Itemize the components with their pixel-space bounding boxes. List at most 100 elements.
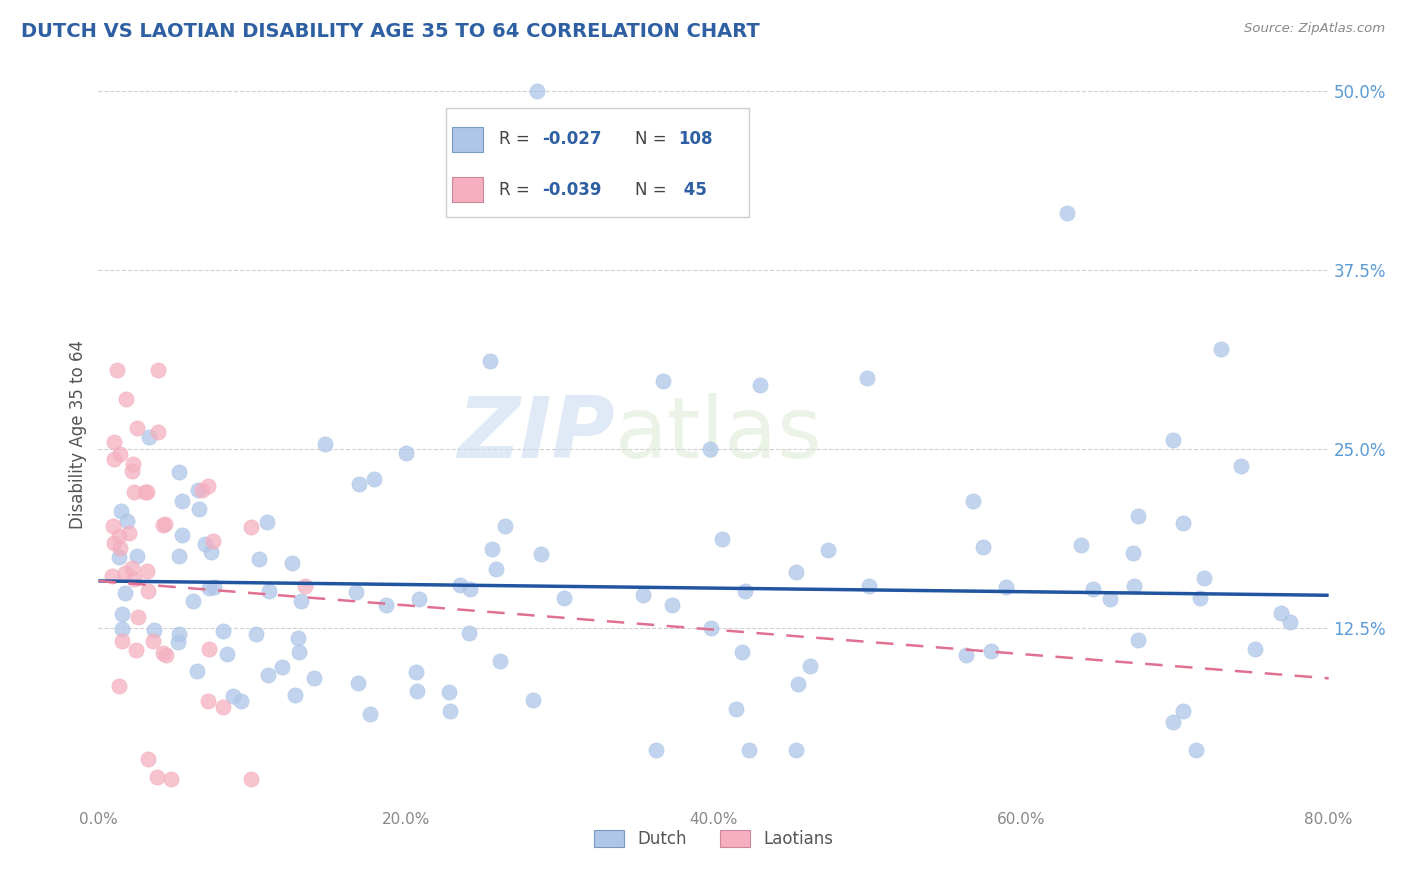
Point <box>1056 206 1078 220</box>
Point <box>799 658 821 673</box>
Point <box>108 541 131 556</box>
Point <box>980 644 1002 658</box>
Point <box>101 518 124 533</box>
Point <box>127 549 149 563</box>
Point <box>785 743 807 757</box>
Point <box>136 584 159 599</box>
Point <box>287 631 309 645</box>
Point <box>187 501 209 516</box>
Point <box>105 363 128 377</box>
Point <box>127 610 149 624</box>
Point <box>631 588 654 602</box>
Point <box>1161 714 1184 729</box>
Point <box>124 484 146 499</box>
Point <box>115 515 138 529</box>
Point <box>181 594 204 608</box>
Point <box>1173 516 1195 530</box>
Point <box>408 592 430 607</box>
Point <box>817 542 839 557</box>
Point <box>1122 546 1144 560</box>
Point <box>172 494 194 508</box>
Point <box>1122 579 1144 593</box>
Point <box>121 561 143 575</box>
Point <box>359 707 381 722</box>
Point <box>187 483 209 497</box>
Point <box>186 664 208 678</box>
Point <box>142 623 165 637</box>
Point <box>103 452 125 467</box>
Point <box>314 436 336 450</box>
Point <box>103 435 125 450</box>
Point <box>1230 459 1253 474</box>
Point <box>198 581 221 595</box>
Point <box>257 667 280 681</box>
Point <box>347 476 370 491</box>
Point <box>155 648 177 662</box>
Point <box>738 743 761 757</box>
Point <box>1244 641 1267 656</box>
Text: ZIP: ZIP <box>457 393 616 476</box>
Point <box>1070 538 1092 552</box>
Point <box>247 551 270 566</box>
Point <box>1081 582 1104 596</box>
Point <box>962 494 984 508</box>
Text: 45: 45 <box>678 180 707 199</box>
Point <box>108 446 131 460</box>
Legend: Dutch, Laotians: Dutch, Laotians <box>588 823 839 855</box>
Point <box>193 536 215 550</box>
Point <box>191 483 214 497</box>
Point <box>134 485 156 500</box>
Point <box>256 516 278 530</box>
Point <box>167 549 190 563</box>
Point <box>170 528 193 542</box>
Point <box>271 660 294 674</box>
Point <box>1173 704 1195 718</box>
Point <box>110 607 132 622</box>
Point <box>121 458 143 472</box>
Point <box>197 479 219 493</box>
Point <box>201 534 224 549</box>
Point <box>108 679 131 693</box>
Point <box>439 704 461 718</box>
Point <box>553 591 575 606</box>
Point <box>152 647 174 661</box>
Point <box>786 677 808 691</box>
Text: R =: R = <box>499 180 534 199</box>
Point <box>239 520 262 534</box>
Point <box>481 542 503 557</box>
Point <box>125 642 148 657</box>
Text: 108: 108 <box>678 130 713 148</box>
FancyBboxPatch shape <box>453 178 484 202</box>
Point <box>1189 591 1212 605</box>
FancyBboxPatch shape <box>453 128 484 152</box>
Point <box>1161 433 1184 447</box>
Point <box>1126 632 1149 647</box>
Text: N =: N = <box>634 180 672 199</box>
Point <box>118 525 141 540</box>
Point <box>114 566 136 580</box>
Point <box>284 688 307 702</box>
Point <box>1192 571 1215 585</box>
Point <box>449 578 471 592</box>
Point <box>114 586 136 600</box>
Point <box>152 517 174 532</box>
Point <box>111 634 134 648</box>
Point <box>108 550 131 565</box>
Point <box>699 442 721 457</box>
Text: R =: R = <box>499 130 534 148</box>
Point <box>858 579 880 593</box>
Point <box>488 655 510 669</box>
Point <box>346 584 368 599</box>
Point <box>146 363 169 377</box>
Point <box>711 533 734 547</box>
Point <box>294 579 316 593</box>
Point <box>955 648 977 662</box>
Point <box>1098 591 1121 606</box>
Point <box>652 374 675 388</box>
Point <box>202 580 225 594</box>
Y-axis label: Disability Age 35 to 64: Disability Age 35 to 64 <box>69 341 87 529</box>
Point <box>281 557 304 571</box>
Point <box>290 594 312 608</box>
Point <box>437 685 460 699</box>
Text: atlas: atlas <box>616 393 823 476</box>
